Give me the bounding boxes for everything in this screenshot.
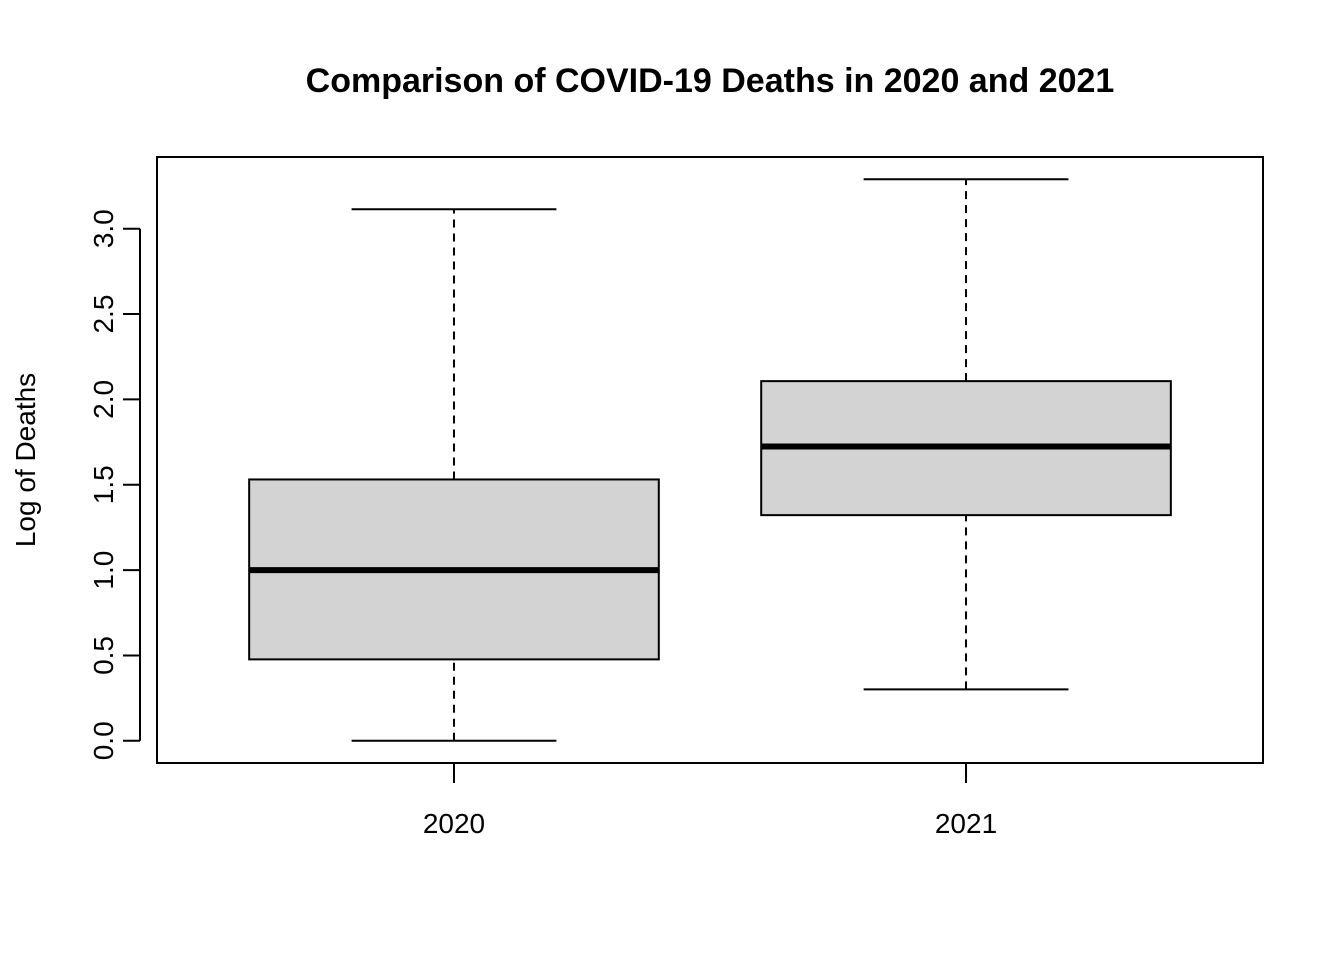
y-tick-label: 0.0 <box>88 721 119 760</box>
plot-frame <box>156 156 1264 764</box>
x-tick-label: 2021 <box>935 808 997 839</box>
y-tick-label: 0.5 <box>88 636 119 675</box>
y-tick-label: 2.5 <box>88 295 119 334</box>
y-tick-label: 1.0 <box>88 551 119 590</box>
x-tick-label: 2020 <box>423 808 485 839</box>
y-axis: 0.0 0.5 1.0 1.5 2.0 2.5 3.0 <box>88 209 141 760</box>
y-axis-title: Log of Deaths <box>10 373 41 547</box>
boxes-group <box>248 178 1172 742</box>
y-tick-label: 1.5 <box>88 465 119 504</box>
box-2021 <box>760 178 1172 691</box>
chart-title: Comparison of COVID-19 Deaths in 2020 an… <box>306 62 1115 100</box>
y-tick-label: 3.0 <box>88 209 119 248</box>
box-2020 <box>248 208 660 742</box>
x-axis: 2020 2021 <box>423 763 997 839</box>
y-tick-label: 2.0 <box>88 380 119 419</box>
